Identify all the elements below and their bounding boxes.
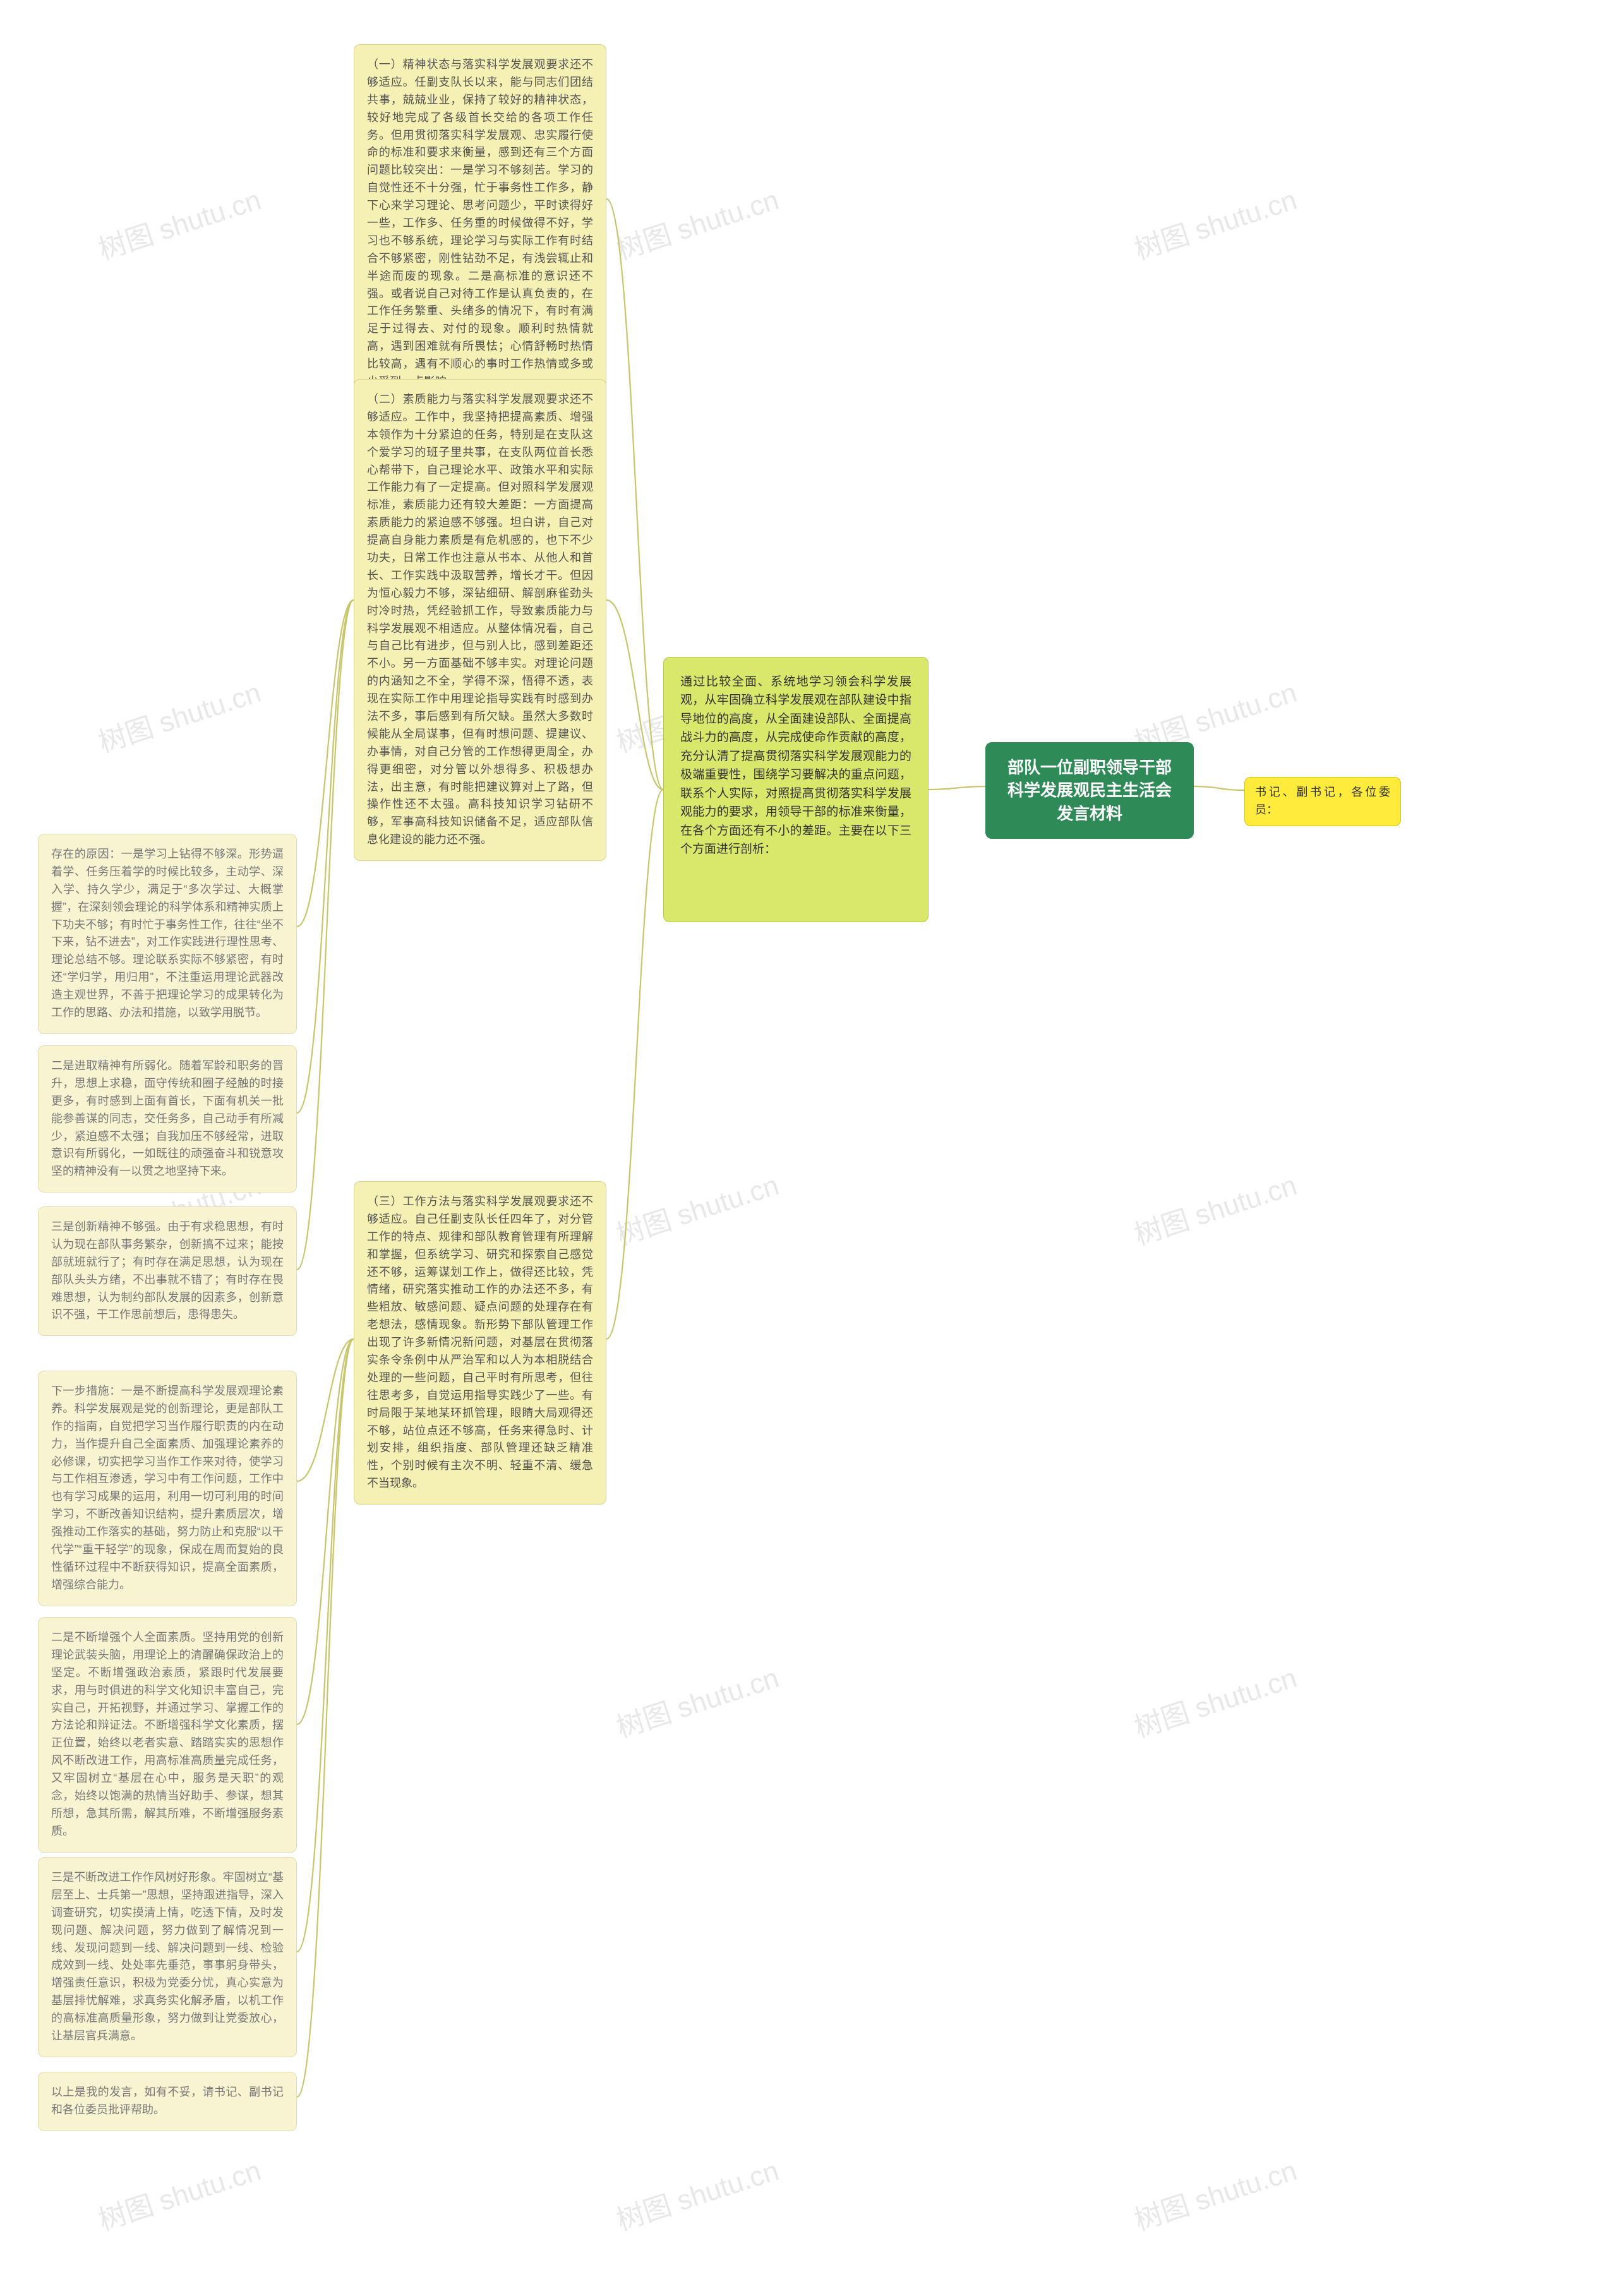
leaf-node-c3[interactable]: 三是创新精神不够强。由于有求稳思想，有时认为现在部队事务繁杂，创新搞不过来；能按… [38,1206,297,1336]
mindmap-canvas: 树图 shutu.cn 树图 shutu.cn 树图 shutu.cn 树图 shut… [0,0,1617,2296]
section-node-s3[interactable]: （三）工作方法与落实科学发展观要求还不够适应。自己任副支队长任四年了，对分管工作… [354,1181,606,1505]
connector-s3-m3 [297,1339,354,1952]
watermark-text: 树图 shutu.cn [1129,1655,1301,1745]
section-node-s1[interactable]: （一）精神状态与落实科学发展观要求还不够适应。任副支队长以来，能与同志们团结共事… [354,44,606,403]
watermark-text: 树图 shutu.cn [93,2148,265,2238]
leaf-node-m2[interactable]: 二是不断增强个人全面素质。坚持用党的创新理论武装头脑，用理论上的清醒确保政治上的… [38,1617,297,1853]
connector-root-level1 [1194,786,1244,790]
connector-s3-m1 [297,1339,354,1481]
watermark-text: 树图 shutu.cn [1129,177,1301,267]
connector-s2-c3 [297,600,354,1270]
watermark-text: 树图 shutu.cn [611,177,783,267]
root-node[interactable]: 部队一位副职领导干部科学发展观民主生活会发言材料 [985,742,1194,839]
section-node-s2[interactable]: （二）素质能力与落实科学发展观要求还不够适应。工作中，我坚持把提高素质、增强本领… [354,379,606,861]
watermark-text: 树图 shutu.cn [611,2148,783,2238]
watermark-text: 树图 shutu.cn [611,1162,783,1253]
watermark-text: 树图 shutu.cn [611,1655,783,1745]
watermark-text: 树图 shutu.cn [93,670,265,760]
connector-s2-c1 [297,600,354,927]
greeting-node[interactable]: 书记、副书记，各位委员： [1244,777,1401,826]
watermark-text: 树图 shutu.cn [1129,2148,1301,2238]
connector-summary-s2 [606,600,663,790]
leaf-node-c2[interactable]: 二是进取精神有所弱化。随着军龄和职务的晋升，思想上求稳，面守传统和圈子经触的时接… [38,1045,297,1193]
connector-s3-m2 [297,1339,354,1724]
summary-node[interactable]: 通过比较全面、系统地学习领会科学发展观，从牢固确立科学发展观在部队建设中指导地位… [663,657,929,922]
connector-root-summary [929,786,985,790]
connector-s2-c2 [297,600,354,1113]
connector-s3-end [297,1339,354,2097]
leaf-node-m1[interactable]: 下一步措施：一是不断提高科学发展观理论素养。科学发展观是党的创新理论，更是部队工… [38,1371,297,1606]
watermark-text: 树图 shutu.cn [1129,1162,1301,1253]
leaf-node-end[interactable]: 以上是我的发言，如有不妥，请书记、副书记和各位委员批评帮助。 [38,2072,297,2131]
leaf-node-c1[interactable]: 存在的原因：一是学习上钻得不够深。形势逼着学、任务压着学的时候比较多，主动学、深… [38,834,297,1034]
connector-summary-s3 [606,790,663,1339]
watermark-text: 树图 shutu.cn [93,177,265,267]
leaf-node-m3[interactable]: 三是不断改进工作作风树好形象。牢固树立“基层至上、士兵第一”思想，坚持跟进指导，… [38,1857,297,2057]
connector-summary-s1 [606,199,663,790]
